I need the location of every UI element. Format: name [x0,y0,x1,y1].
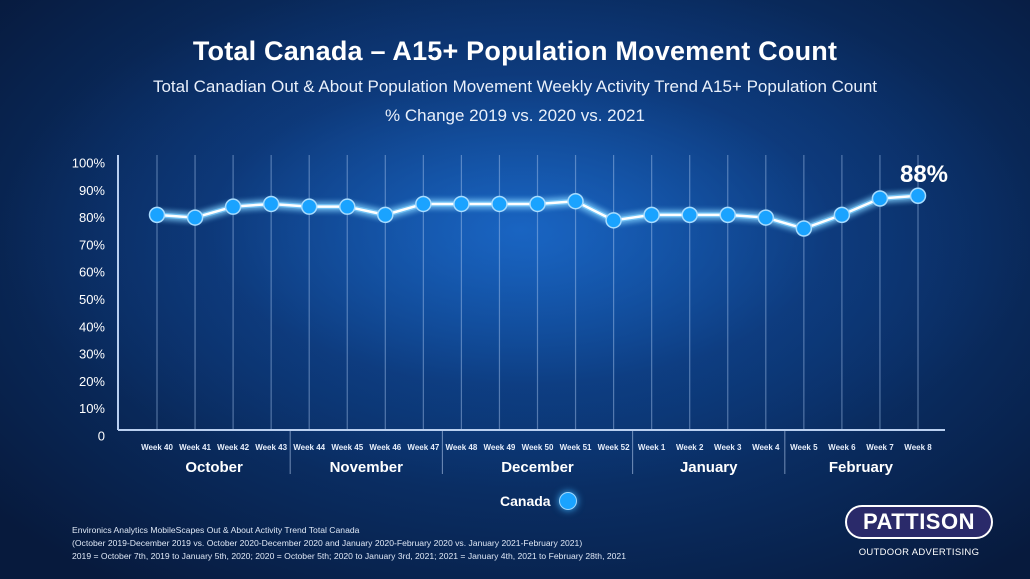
data-point [529,195,546,213]
x-tick-label: Week 41 [179,443,211,452]
y-tick-label: 10% [79,401,105,416]
month-label: December [501,459,574,476]
annotations: 88% [900,161,948,188]
x-tick-label: Week 4 [752,443,780,452]
month-labels: October November December January February [185,430,894,476]
x-tick-label: Week 5 [790,443,818,452]
data-point [453,195,470,213]
footnote-source: Environics Analytics MobileScapes Out & … [72,525,360,535]
x-tick-label: Week 50 [522,443,554,452]
data-point [757,209,775,226]
data-point [833,206,851,224]
legend-marker-canada [558,492,577,510]
x-tick-label: Week 3 [714,443,742,452]
data-point [719,206,736,224]
data-point [567,192,584,210]
y-tick-label: 70% [79,237,105,252]
data-point [224,198,242,215]
x-tick-label: Week 47 [407,443,439,452]
legend-label: Canada [500,493,551,509]
logo-name: PATTISON [863,509,975,534]
data-point [377,206,394,224]
footnotes: Environics Analytics MobileScapes Out & … [72,524,626,563]
chart-title: Total Canada – A15+ Population Movement … [192,36,838,66]
data-point [339,198,356,215]
x-tick-label: Week 48 [445,443,477,452]
legend: Canada [500,492,577,510]
x-tick-label: Week 43 [255,443,287,452]
data-point [148,206,166,224]
data-point [605,212,622,229]
x-tick-label: Week 51 [560,443,592,452]
pattison-logo: PATTISON [845,505,993,539]
month-label: November [330,459,404,476]
y-tick-label: 90% [79,183,105,198]
x-tick-label: Week 45 [331,443,363,452]
month-label: October [185,459,243,476]
x-tick-label: Week 46 [369,443,401,452]
x-tick-label: Week 40 [141,443,173,452]
y-tick-label: 100% [72,156,106,171]
y-tick-label: 80% [79,210,105,225]
logo-tagline: OUTDOOR ADVERTISING [858,547,980,558]
data-point [300,198,318,215]
chart-subtitle: Total Canadian Out & About Population Mo… [152,77,878,96]
y-tick-label: 20% [79,374,105,389]
x-tick-label: Week 6 [828,443,856,452]
month-label: February [829,459,894,476]
x-axis-ticks: Week 40 Week 41 Week 42 Week 43 Week 44 Week … [141,443,932,452]
data-point [262,195,280,213]
data-point [681,206,698,224]
data-point [909,187,927,205]
data-point [643,206,660,224]
x-tick-label: Week 44 [293,443,325,452]
y-tick-label: 0 [98,429,105,444]
data-point [795,220,813,237]
data-label: 88% [900,161,948,188]
data-point [491,195,508,213]
footnote-date-ranges: 2019 = October 7th, 2019 to January 5th,… [72,551,626,561]
y-tick-label: 30% [79,347,105,362]
y-tick-label: 60% [79,265,105,280]
data-point [186,209,204,226]
data-point [415,195,432,213]
axes [117,155,945,431]
x-tick-label: Week 52 [598,443,630,452]
footnote-periods: (October 2019-December 2019 vs. October … [72,538,583,548]
y-axis-ticks: 0 10% 20% 30% 40% 50% 60% 70% 80% 90% 100% [72,156,106,444]
x-tick-label: Week 49 [484,443,516,452]
month-label: January [680,459,738,476]
x-tick-label: Week 8 [904,443,932,452]
x-tick-label: Week 7 [866,443,894,452]
x-tick-label: Week 1 [638,443,666,452]
y-tick-label: 40% [79,319,105,334]
data-point [871,190,889,207]
x-tick-label: Week 2 [676,443,704,452]
y-tick-label: 50% [79,292,105,307]
chart-subtitle-change: % Change 2019 vs. 2020 vs. 2021 [385,106,645,125]
series-canada [148,187,927,237]
x-tick-label: Week 42 [217,443,249,452]
